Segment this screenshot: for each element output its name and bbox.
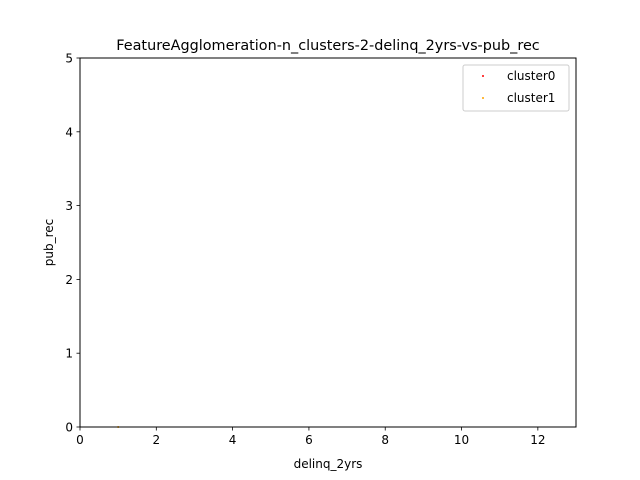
- y-tick-label: 0: [65, 421, 73, 435]
- x-tick-label: 12: [530, 433, 545, 447]
- legend-box: [462, 64, 570, 112]
- y-tick-label: 2: [65, 273, 73, 287]
- legend: cluster0 cluster1: [462, 64, 570, 112]
- y-axis-label: pub_rec: [42, 219, 56, 267]
- x-tick-label: 6: [305, 433, 313, 447]
- y-tick-label: 3: [65, 199, 73, 213]
- legend-label-cluster0: cluster0: [507, 69, 555, 83]
- legend-marker-cluster1: [482, 97, 484, 99]
- y-tick-label: 1: [65, 347, 73, 361]
- y-tick-label: 5: [65, 52, 73, 66]
- x-axis-label: delinq_2yrs: [294, 457, 363, 471]
- x-tick-label: 2: [152, 433, 160, 447]
- x-tick-label: 8: [381, 433, 389, 447]
- x-tick-label: 4: [229, 433, 237, 447]
- x-tick-label: 10: [454, 433, 469, 447]
- plot-area-frame: [79, 57, 577, 428]
- y-tick-label: 4: [65, 125, 73, 139]
- x-tick-label: 0: [76, 433, 84, 447]
- y-axis-ticks: 0 1 2 3 4 5: [65, 52, 80, 435]
- legend-marker-cluster0: [482, 75, 484, 77]
- chart-title: FeatureAgglomeration-n_clusters-2-delinq…: [116, 38, 540, 54]
- x-axis-ticks: 0 2 4 6 8 10 12: [76, 427, 545, 447]
- legend-label-cluster1: cluster1: [507, 91, 555, 105]
